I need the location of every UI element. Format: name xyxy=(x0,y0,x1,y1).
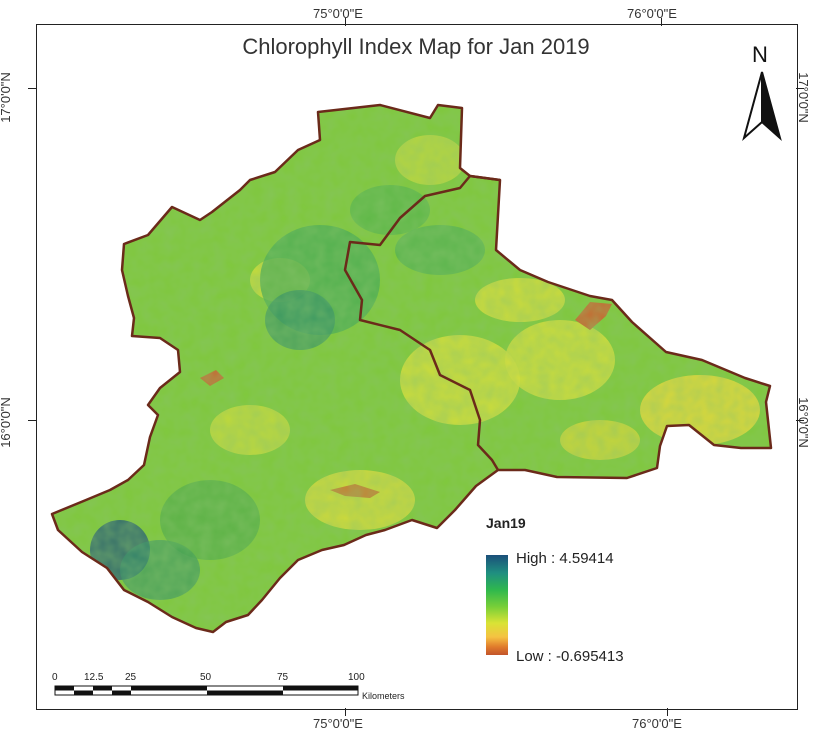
tick-bottom-76 xyxy=(667,708,668,716)
scale-label-100: 100 xyxy=(348,672,365,683)
scale-label-0: 0 xyxy=(52,672,58,683)
scale-label-50: 50 xyxy=(200,672,212,683)
scale-unit-label: Kilometers xyxy=(362,691,405,701)
tick-left-17 xyxy=(28,88,36,89)
legend-title: Jan19 xyxy=(486,515,526,531)
tick-top-75 xyxy=(345,18,346,26)
region-fill xyxy=(52,105,771,632)
map-title: Chlorophyll Index Map for Jan 2019 xyxy=(242,34,590,59)
district-boundary-outer xyxy=(50,103,773,634)
tick-bottom-75 xyxy=(345,708,346,716)
north-arrow-icon xyxy=(742,71,782,141)
legend-high-label: High : 4.59414 xyxy=(516,550,614,567)
coord-bottom-75: 75°0'0"E xyxy=(313,716,363,731)
coord-top-75: 75°0'0"E xyxy=(313,6,363,21)
scale-label-12-5: 12.5 xyxy=(84,672,104,683)
coord-bottom-76: 76°0'0"E xyxy=(632,716,682,731)
district-boundary-inner xyxy=(343,174,501,471)
scale-label-25: 25 xyxy=(125,672,137,683)
tick-left-16 xyxy=(28,420,36,421)
legend-low-label: Low : -0.695413 xyxy=(516,648,624,665)
tick-right-16 xyxy=(796,420,804,421)
north-label: N xyxy=(752,42,768,67)
tick-top-76 xyxy=(661,18,662,26)
scale-label-75: 75 xyxy=(277,672,289,683)
legend-color-ramp xyxy=(486,555,508,655)
tick-right-17 xyxy=(796,88,804,89)
coord-top-76: 76°0'0"E xyxy=(627,6,677,21)
scale-bar xyxy=(54,685,359,696)
